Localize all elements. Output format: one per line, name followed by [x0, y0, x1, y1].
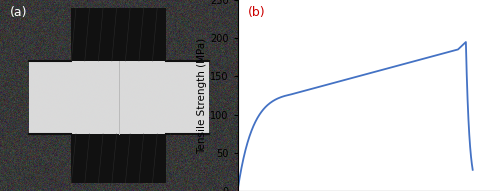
Bar [72, 134, 166, 183]
Text: (b): (b) [248, 6, 266, 19]
Bar [72, 8, 166, 61]
Bar [28, 61, 209, 134]
Y-axis label: Tensile Strength (MPa): Tensile Strength (MPa) [197, 37, 207, 154]
Text: (a): (a) [10, 6, 27, 19]
